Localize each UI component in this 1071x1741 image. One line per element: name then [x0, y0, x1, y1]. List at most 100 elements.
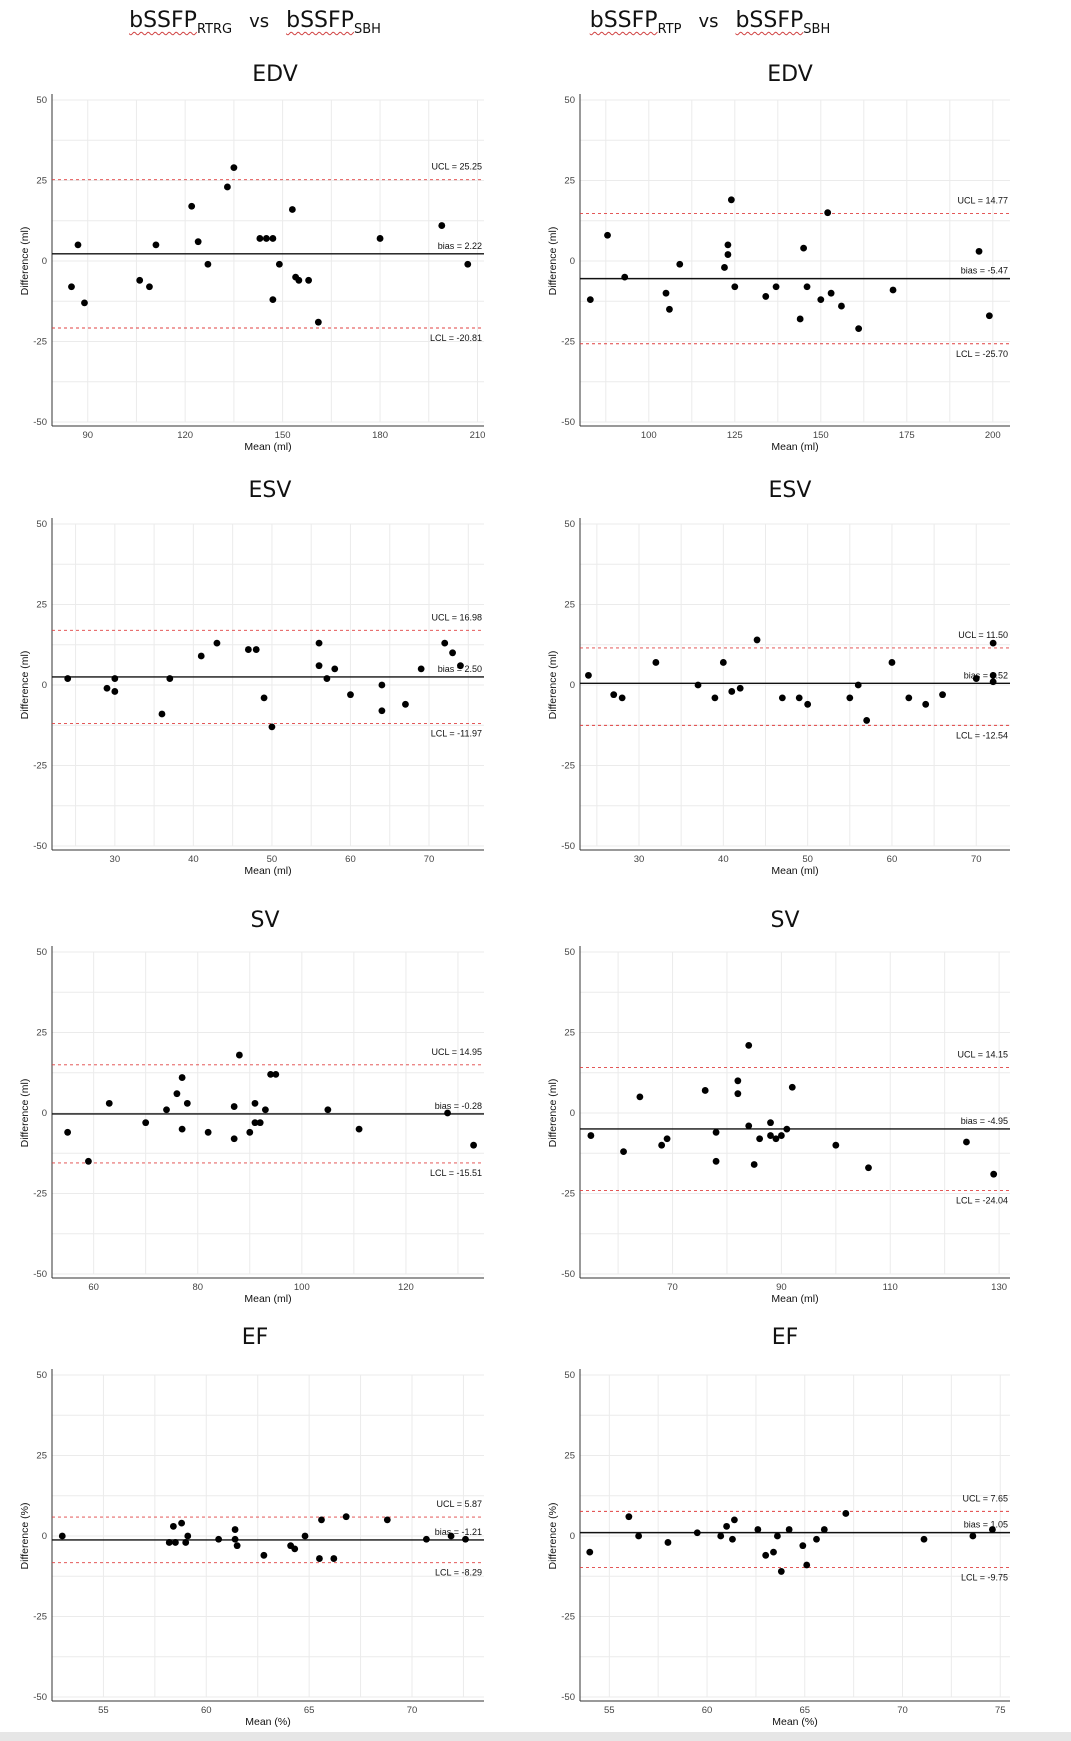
- data-point: [230, 1103, 238, 1110]
- data-point: [269, 235, 277, 242]
- data-point: [194, 238, 202, 246]
- data-point: [146, 283, 153, 291]
- data-point: [767, 1132, 774, 1139]
- data-point: [449, 649, 456, 657]
- data-point: [754, 1526, 762, 1533]
- y-tick-label: -50: [561, 1692, 575, 1703]
- data-point: [636, 1093, 644, 1101]
- data-point: [233, 1542, 241, 1550]
- x-tick-label: 100: [294, 1282, 310, 1293]
- data-point: [820, 1526, 828, 1533]
- y-axis-title: Difference (%): [19, 1503, 31, 1570]
- y-tick-label: -50: [33, 841, 47, 852]
- data-point: [729, 1535, 736, 1543]
- x-tick-label: 150: [813, 430, 829, 441]
- data-point: [231, 1535, 239, 1543]
- data-point: [163, 1106, 170, 1114]
- y-tick-label: -50: [33, 417, 47, 428]
- data-point: [169, 1522, 177, 1530]
- data-point: [734, 1077, 742, 1085]
- data-point: [269, 296, 277, 304]
- x-tick-label: 120: [177, 430, 193, 441]
- data-point: [734, 1090, 742, 1098]
- data-point: [74, 241, 82, 249]
- ucl-label: UCL = 16.98: [432, 612, 482, 622]
- x-tick-label: 200: [985, 430, 1001, 441]
- ucl-label: UCL = 5.87: [437, 1499, 482, 1509]
- lcl-label: LCL = -11.97: [431, 729, 482, 739]
- data-point: [804, 700, 812, 708]
- y-tick-label: -25: [33, 337, 47, 348]
- data-point: [462, 1535, 469, 1543]
- data-point: [664, 1539, 672, 1546]
- data-point: [204, 1128, 212, 1136]
- data-point: [618, 694, 626, 702]
- y-tick-label: 25: [36, 1028, 47, 1039]
- x-tick-label: 130: [991, 1282, 1007, 1293]
- chart-ef-rtrg: 55 60 65 70 -50 -25 0 25 50 Mean (%) Difference (%…: [19, 1369, 484, 1728]
- header-right-prefix2: bSSFP: [735, 8, 804, 33]
- plot-area: 55 60 65 70 -50 -25 0 25 50 Mean (%) Difference (%…: [19, 1369, 484, 1728]
- header-right-sub2: SBH: [803, 22, 831, 37]
- data-point: [888, 659, 896, 666]
- data-point: [197, 652, 205, 660]
- data-point: [378, 681, 386, 689]
- x-tick-label: 120: [398, 1282, 414, 1293]
- lcl-label: LCL = -15.51: [430, 1168, 482, 1178]
- chart-edv-rtrg: 90 120 150 180 210 -50 -25 0 25 50 Mean (ml) Differ…: [19, 94, 486, 453]
- y-tick-label: 0: [42, 1531, 47, 1542]
- x-tick-label: 60: [702, 1705, 713, 1716]
- data-point: [745, 1122, 753, 1130]
- y-tick-label: -25: [561, 1612, 575, 1623]
- y-tick-label: 50: [36, 1370, 47, 1381]
- y-axis-title: Difference (ml): [547, 651, 559, 720]
- data-point: [772, 1135, 780, 1143]
- x-tick-label: 40: [718, 854, 729, 865]
- x-tick-label: 210: [470, 430, 486, 441]
- data-point: [620, 1148, 627, 1156]
- data-point: [989, 639, 997, 647]
- data-point: [105, 1099, 113, 1107]
- data-point: [251, 1119, 259, 1127]
- data-point: [799, 1542, 807, 1550]
- data-point: [711, 694, 719, 702]
- data-point: [136, 276, 144, 284]
- data-point: [383, 1516, 391, 1524]
- data-point: [441, 639, 449, 647]
- x-tick-label: 90: [82, 430, 93, 441]
- data-point: [756, 1135, 764, 1143]
- y-tick-label: 50: [36, 947, 47, 958]
- data-point: [331, 665, 339, 673]
- data-point: [291, 1545, 299, 1553]
- header-left-prefix2: bSSFP: [286, 8, 354, 33]
- y-tick-label: -50: [33, 1692, 47, 1703]
- data-point: [316, 1555, 323, 1562]
- data-point: [838, 302, 845, 310]
- data-point: [827, 289, 835, 297]
- data-point: [724, 241, 732, 249]
- bias-label: bias = -5.47: [961, 266, 1008, 276]
- data-point: [182, 1539, 190, 1546]
- x-tick-label: 125: [727, 430, 743, 441]
- y-tick-label: 50: [564, 95, 575, 106]
- panel-title-esv-right: ESV: [768, 478, 812, 503]
- data-point: [256, 1119, 264, 1127]
- data-point: [378, 707, 386, 715]
- data-point: [795, 694, 803, 702]
- data-point: [314, 318, 322, 326]
- data-point: [103, 684, 111, 692]
- data-point: [586, 1548, 594, 1556]
- data-point: [315, 639, 323, 647]
- data-point: [724, 251, 732, 258]
- data-point: [604, 231, 611, 239]
- chart-edv-rtp: 100 125 150 175 200 -50 -25 0 25 50 Mean (ml) Diffe…: [547, 94, 1010, 453]
- bias-label: bias = -0.28: [435, 1101, 482, 1111]
- x-axis-title: Mean (ml): [244, 441, 291, 453]
- data-point: [865, 1164, 872, 1172]
- panel-title-edv-right: EDV: [767, 62, 813, 87]
- panel-title-edv-left: EDV: [252, 62, 298, 87]
- data-point: [975, 247, 983, 255]
- data-point: [939, 691, 946, 699]
